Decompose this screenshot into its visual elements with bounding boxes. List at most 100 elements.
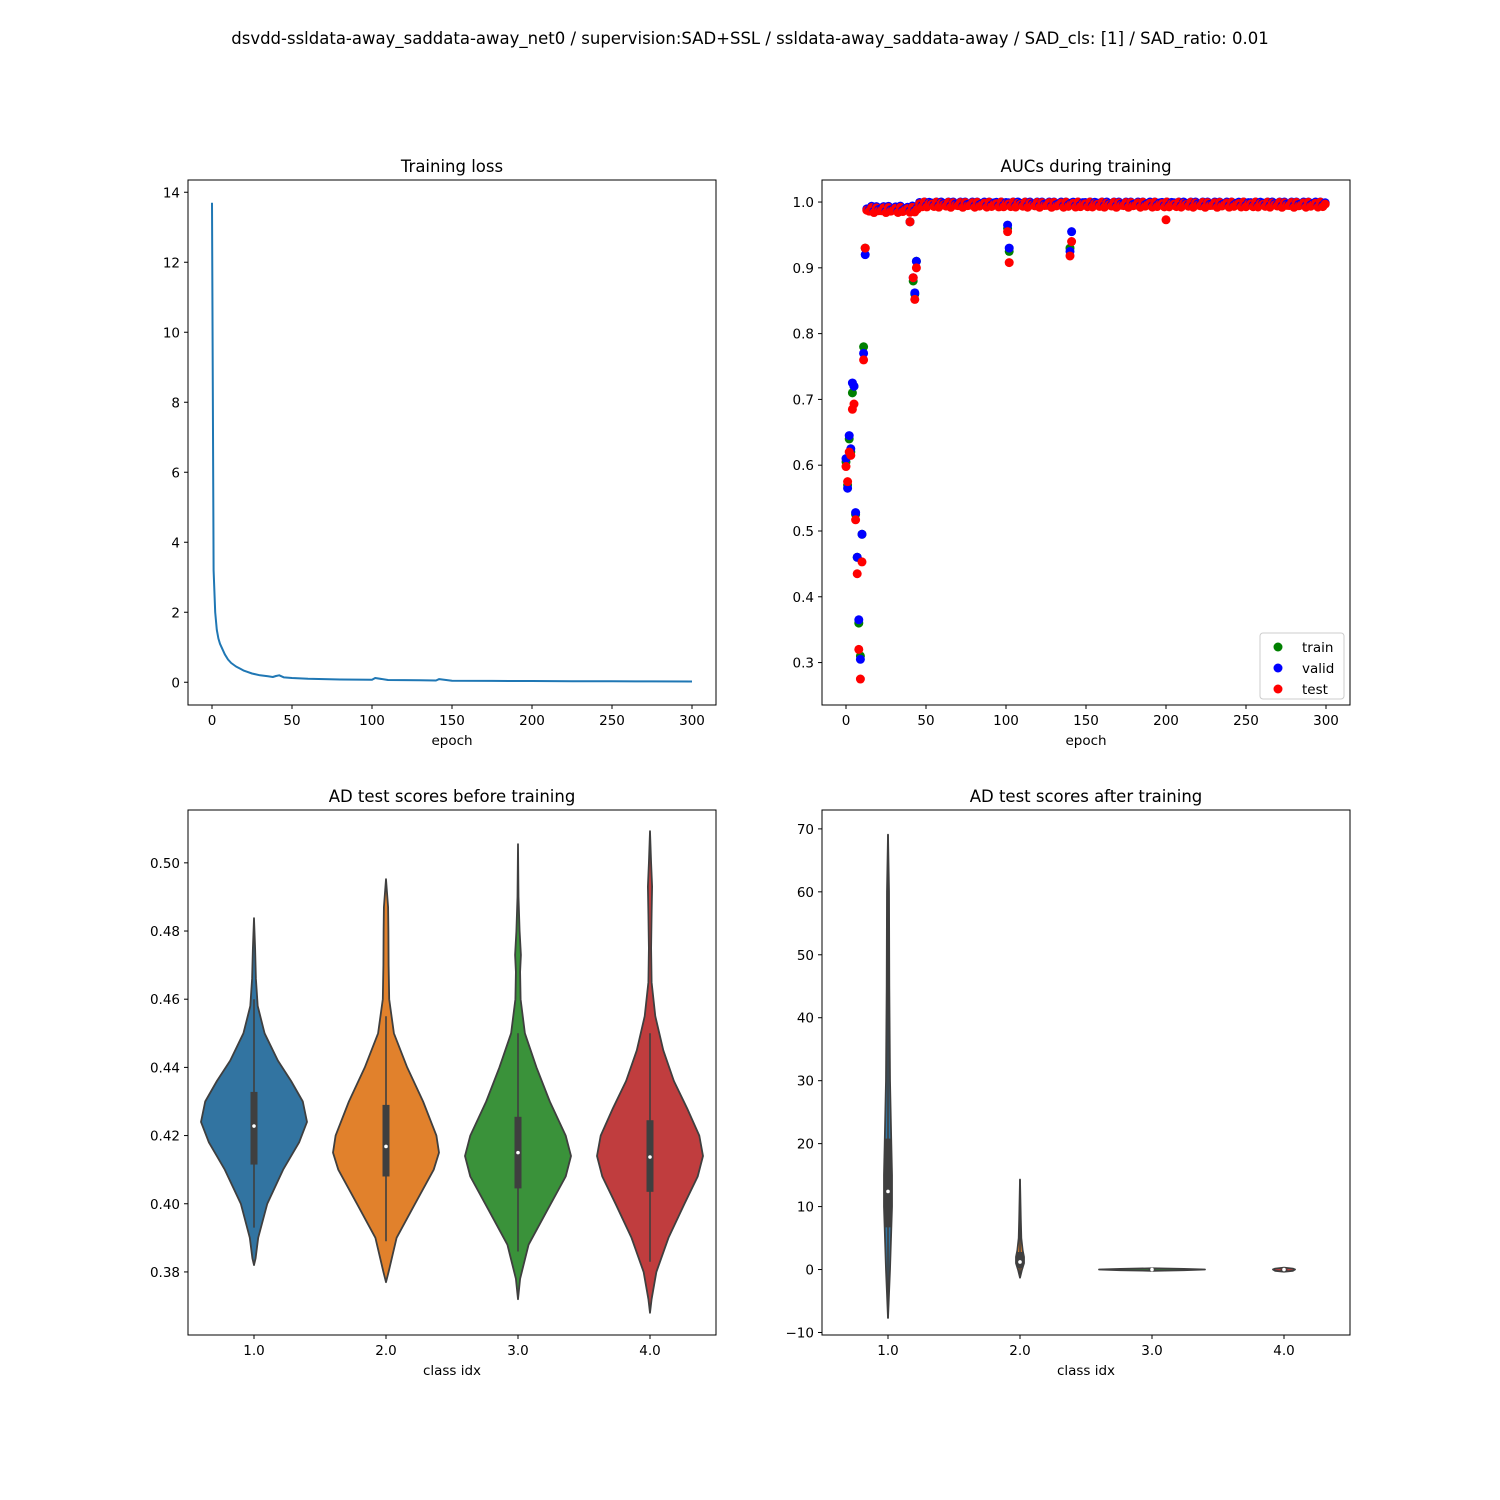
after-ytick-label: 50 [797, 948, 814, 964]
aucs-xtick-label: 100 [993, 713, 1019, 729]
auc-point-test [854, 644, 864, 654]
loss-xlabel: epoch [431, 733, 472, 749]
before-ytick-label: 0.40 [150, 1197, 180, 1213]
after-ytick-label: 60 [797, 885, 814, 901]
aucs-ytick-label: 0.3 [793, 656, 814, 672]
after-iqr-box-1 [884, 1138, 892, 1228]
before-title: AD test scores before training [329, 787, 576, 806]
aucs-frame [821, 179, 1351, 706]
before-ytick-label: 0.38 [150, 1265, 180, 1281]
auc-point-plateau [1320, 199, 1330, 209]
before-xtick-label: 2.0 [375, 1343, 396, 1359]
after-xtick-label: 1.0 [877, 1343, 898, 1359]
after-xlabel: class idx [1057, 1363, 1115, 1379]
auc-point-test [855, 674, 865, 684]
after-ytick-label: 30 [797, 1074, 814, 1090]
aucs-ytick-label: 0.6 [793, 458, 814, 474]
auc-point-valid [859, 348, 869, 358]
loss-xtick-label: 50 [283, 713, 300, 729]
after-median-4 [1282, 1267, 1286, 1272]
auc-point-test [849, 399, 859, 409]
loss-xtick-label: 300 [679, 713, 705, 729]
after-frame [821, 809, 1351, 1336]
legend-label-test: test [1302, 682, 1328, 698]
auc-point-test [905, 217, 915, 227]
before-median-3 [516, 1150, 520, 1155]
auc-point-valid [855, 654, 865, 664]
after-median-3 [1150, 1267, 1154, 1272]
before-median-4 [648, 1155, 652, 1159]
aucs-legend: train valid test [1259, 632, 1345, 700]
auc-point-train [859, 342, 869, 352]
loss-ytick-label: 6 [171, 465, 180, 481]
auc-point-test [860, 243, 870, 253]
legend-marker-test [1273, 684, 1283, 694]
before-median-2 [384, 1144, 388, 1149]
auc-point-test [859, 355, 869, 365]
after-xtick-label: 4.0 [1273, 1343, 1294, 1359]
before-ytick-label: 0.50 [150, 856, 180, 872]
auc-point-valid [860, 250, 870, 260]
aucs-xtick-label: 0 [842, 713, 851, 729]
loss-ytick-label: 4 [171, 535, 180, 551]
before-ytick-label: 0.42 [150, 1129, 180, 1145]
auc-point-test [857, 557, 867, 567]
aucs-xtick-label: 250 [1233, 713, 1259, 729]
before-xlabel: class idx [423, 1363, 481, 1379]
auc-point-test [911, 263, 921, 273]
aucs-xtick-label: 300 [1313, 713, 1339, 729]
before-xtick-label: 4.0 [639, 1343, 660, 1359]
auc-point-test [1065, 251, 1075, 261]
loss-xtick-label: 100 [359, 713, 385, 729]
loss-ytick-label: 8 [171, 395, 180, 411]
auc-point-test [1161, 215, 1171, 225]
auc-point-test [1003, 227, 1013, 237]
loss-xtick-label: 250 [599, 713, 625, 729]
aucs-ytick-label: 0.4 [793, 590, 814, 606]
auc-point-valid [911, 256, 921, 266]
loss-xtick-label: 0 [208, 713, 217, 729]
before-xtick-label: 1.0 [243, 1343, 264, 1359]
before-ytick-label: 0.48 [150, 924, 180, 940]
loss-xtick-label: 150 [439, 713, 465, 729]
after-ytick-label: 70 [797, 822, 814, 838]
auc-point-valid [1067, 227, 1077, 237]
loss-title: Training loss [400, 157, 503, 176]
aucs-xlabel: epoch [1065, 733, 1106, 749]
before-ytick-label: 0.46 [150, 992, 180, 1008]
after-ytick-label: 10 [797, 1200, 814, 1216]
aucs-xtick-label: 50 [917, 713, 934, 729]
aucs-panel: 0 50 100 150 200 250 300 0.3 0.4 0.5 0.6 0.7 0.8 0.9 1… [793, 157, 1351, 749]
auc-point-test [851, 515, 861, 525]
auc-point-test [841, 462, 851, 472]
auc-point-valid [851, 508, 861, 518]
aucs-ytick-label: 0.5 [793, 524, 814, 540]
auc-point-test [1067, 237, 1077, 247]
aucs-ytick-label: 0.7 [793, 392, 814, 408]
aucs-title: AUCs during training [1000, 157, 1171, 176]
aucs-ytick-label: 1.0 [793, 195, 814, 211]
scores-before-panel: 1.0 2.0 3.0 4.0 0.38 0.40 0.42 0.44 0.46 0.48 0.50… [150, 787, 717, 1379]
auc-point-valid [849, 381, 859, 391]
legend-marker-train [1273, 642, 1283, 652]
after-title: AD test scores after training [970, 787, 1203, 806]
loss-ytick-label: 2 [171, 605, 180, 621]
after-ytick-label: −10 [786, 1325, 815, 1341]
legend-label-train: train [1302, 640, 1333, 656]
auc-point-valid [1004, 243, 1014, 253]
aucs-xtick-label: 150 [1073, 713, 1099, 729]
auc-point-valid [844, 431, 854, 441]
loss-ytick-label: 0 [171, 675, 180, 691]
figure-suptitle: dsvdd-ssldata-away_saddata-away_net0 / s… [231, 29, 1268, 49]
loss-ytick-label: 12 [163, 255, 180, 271]
auc-point-test [852, 569, 862, 579]
after-iqr-box-2 [1016, 1251, 1024, 1269]
loss-xtick-label: 200 [519, 713, 545, 729]
auc-point-test [1004, 258, 1014, 268]
loss-series-line [211, 202, 693, 683]
auc-point-test [910, 294, 920, 304]
after-xtick-label: 3.0 [1141, 1343, 1162, 1359]
after-median-1 [886, 1189, 890, 1194]
aucs-ytick-label: 0.9 [793, 261, 814, 277]
